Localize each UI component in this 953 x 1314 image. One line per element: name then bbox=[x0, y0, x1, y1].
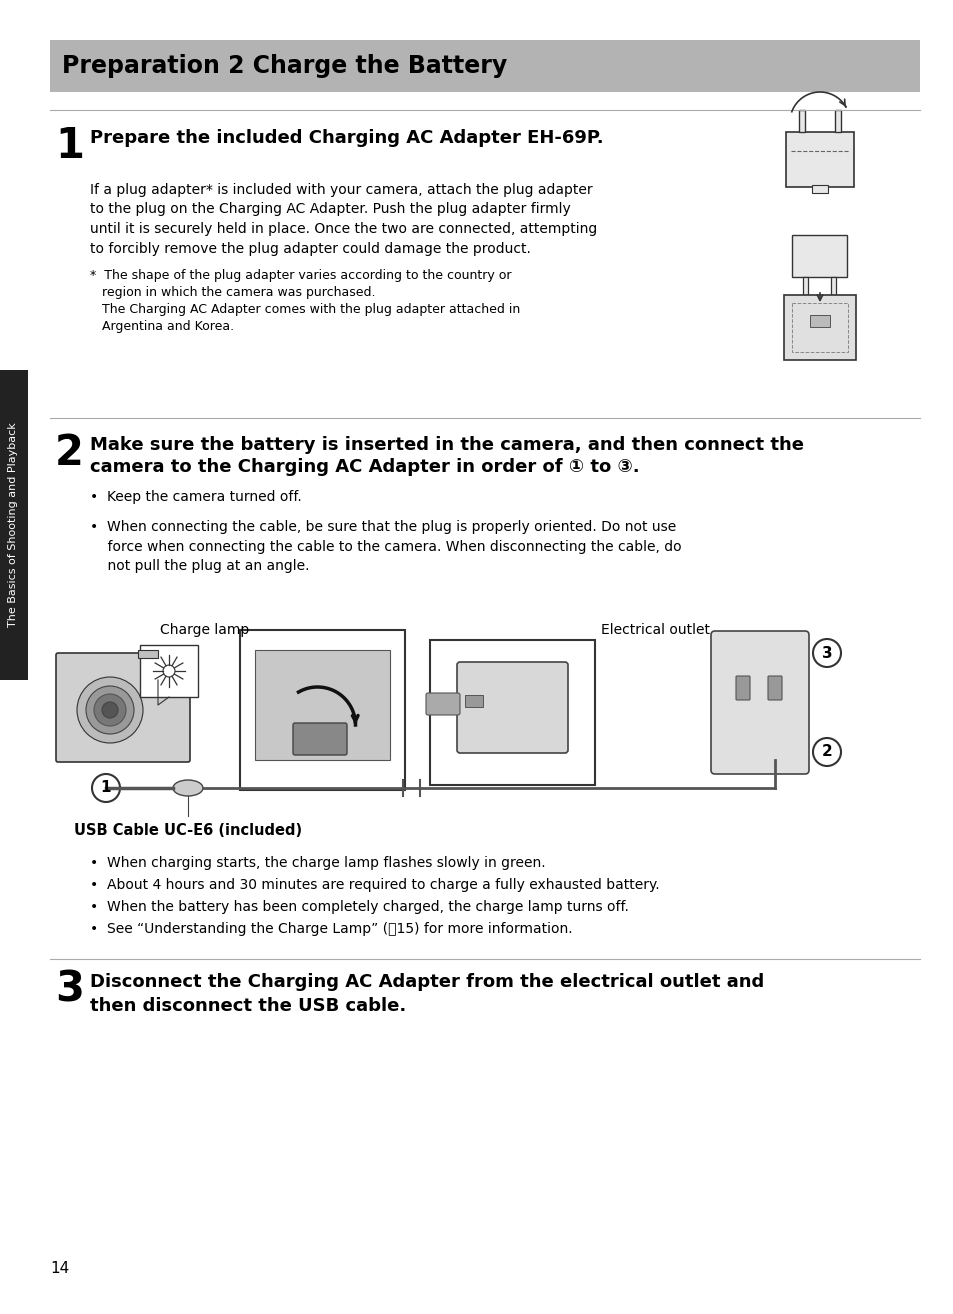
Text: •  Keep the camera turned off.: • Keep the camera turned off. bbox=[90, 490, 301, 505]
Text: 14: 14 bbox=[50, 1261, 70, 1276]
Bar bbox=[831, 277, 836, 296]
Text: until it is securely held in place. Once the two are connected, attempting: until it is securely held in place. Once… bbox=[90, 222, 597, 237]
Text: Prepare the included Charging AC Adapter EH-69P.: Prepare the included Charging AC Adapter… bbox=[90, 129, 603, 147]
Bar bbox=[783, 296, 855, 360]
FancyBboxPatch shape bbox=[56, 653, 190, 762]
Bar bbox=[138, 650, 158, 658]
Text: Preparation 2 Charge the Battery: Preparation 2 Charge the Battery bbox=[62, 54, 507, 78]
Circle shape bbox=[102, 702, 118, 717]
Text: •  When the battery has been completely charged, the charge lamp turns off.: • When the battery has been completely c… bbox=[90, 900, 628, 915]
Text: region in which the camera was purchased.: region in which the camera was purchased… bbox=[90, 286, 375, 300]
FancyBboxPatch shape bbox=[735, 675, 749, 700]
Bar bbox=[811, 185, 827, 193]
Circle shape bbox=[163, 665, 174, 677]
Text: to forcibly remove the plug adapter could damage the product.: to forcibly remove the plug adapter coul… bbox=[90, 242, 530, 255]
Bar bbox=[809, 314, 829, 326]
Circle shape bbox=[91, 774, 120, 802]
Text: •  When charging starts, the charge lamp flashes slowly in green.: • When charging starts, the charge lamp … bbox=[90, 855, 545, 870]
Text: Make sure the battery is inserted in the camera, and then connect the: Make sure the battery is inserted in the… bbox=[90, 436, 803, 455]
Bar bbox=[792, 235, 846, 277]
FancyBboxPatch shape bbox=[456, 662, 567, 753]
Text: •  About 4 hours and 30 minutes are required to charge a fully exhausted battery: • About 4 hours and 30 minutes are requi… bbox=[90, 878, 659, 892]
Circle shape bbox=[94, 694, 126, 727]
FancyBboxPatch shape bbox=[426, 692, 459, 715]
Text: The Basics of Shooting and Playback: The Basics of Shooting and Playback bbox=[8, 423, 18, 627]
Text: *  The shape of the plug adapter varies according to the country or: * The shape of the plug adapter varies a… bbox=[90, 269, 511, 283]
Text: 2: 2 bbox=[821, 745, 832, 759]
Text: USB Cable UC-E6 (included): USB Cable UC-E6 (included) bbox=[74, 823, 302, 838]
Text: then disconnect the USB cable.: then disconnect the USB cable. bbox=[90, 997, 406, 1014]
FancyBboxPatch shape bbox=[767, 675, 781, 700]
Bar bbox=[802, 277, 807, 296]
Text: Argentina and Korea.: Argentina and Korea. bbox=[90, 321, 233, 332]
Bar bbox=[50, 39, 919, 92]
Circle shape bbox=[812, 639, 841, 668]
Circle shape bbox=[812, 738, 841, 766]
Bar bbox=[430, 640, 595, 784]
Bar bbox=[785, 131, 853, 187]
Bar bbox=[799, 110, 804, 131]
Text: If a plug adapter* is included with your camera, attach the plug adapter: If a plug adapter* is included with your… bbox=[90, 183, 592, 197]
Bar bbox=[240, 629, 405, 790]
Text: camera to the Charging AC Adapter in order of ① to ③.: camera to the Charging AC Adapter in ord… bbox=[90, 459, 639, 476]
Text: force when connecting the cable to the camera. When disconnecting the cable, do: force when connecting the cable to the c… bbox=[90, 540, 680, 553]
FancyBboxPatch shape bbox=[293, 723, 347, 756]
Text: Disconnect the Charging AC Adapter from the electrical outlet and: Disconnect the Charging AC Adapter from … bbox=[90, 972, 763, 991]
Bar bbox=[834, 110, 841, 131]
Text: to the plug on the Charging AC Adapter. Push the plug adapter firmly: to the plug on the Charging AC Adapter. … bbox=[90, 202, 570, 217]
Text: •  When connecting the cable, be sure that the plug is properly oriented. Do not: • When connecting the cable, be sure tha… bbox=[90, 520, 676, 533]
Text: 1: 1 bbox=[55, 125, 84, 167]
Circle shape bbox=[86, 686, 133, 735]
Circle shape bbox=[77, 677, 143, 742]
Text: The Charging AC Adapter comes with the plug adapter attached in: The Charging AC Adapter comes with the p… bbox=[90, 304, 519, 315]
Bar bbox=[791, 304, 847, 352]
Bar bbox=[140, 645, 198, 696]
Text: 3: 3 bbox=[55, 968, 84, 1010]
FancyBboxPatch shape bbox=[710, 631, 808, 774]
Text: 1: 1 bbox=[101, 781, 112, 795]
Text: Charge lamp: Charge lamp bbox=[160, 623, 249, 637]
Bar bbox=[0, 371, 28, 681]
Text: 2: 2 bbox=[55, 432, 84, 474]
Ellipse shape bbox=[172, 781, 203, 796]
Bar bbox=[464, 695, 482, 707]
Text: Electrical outlet: Electrical outlet bbox=[600, 623, 709, 637]
Text: 3: 3 bbox=[821, 645, 831, 661]
Bar bbox=[254, 650, 390, 759]
Text: •  See “Understanding the Charge Lamp” (⧁15) for more information.: • See “Understanding the Charge Lamp” (⧁… bbox=[90, 922, 572, 936]
Text: not pull the plug at an angle.: not pull the plug at an angle. bbox=[90, 558, 309, 573]
